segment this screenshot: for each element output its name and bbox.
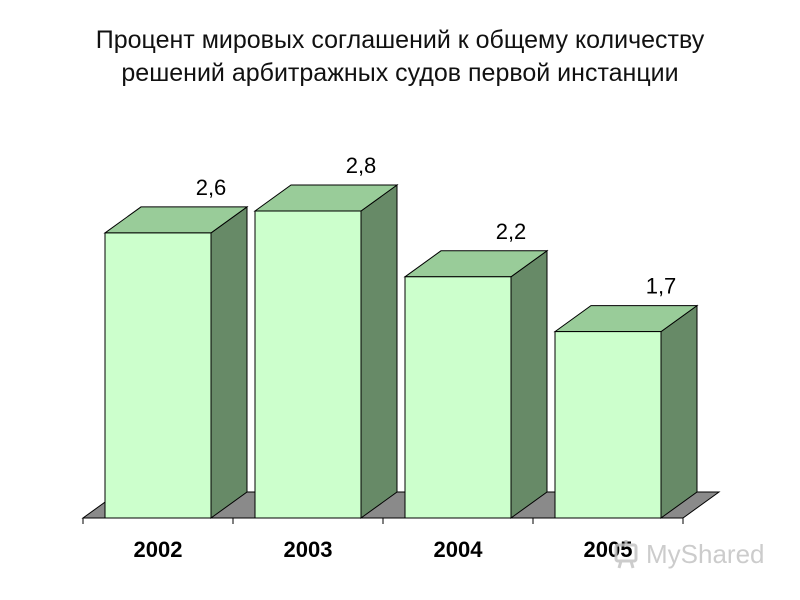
bar-side-2004 — [510, 249, 548, 519]
bar-side-2005 — [660, 304, 698, 519]
watermark: MyShared — [612, 536, 765, 572]
chart-title-line-1: Процент мировых соглашений к общему коли… — [95, 26, 705, 54]
chart-title: Процент мировых соглашений к общему коли… — [0, 24, 800, 90]
data-label-2002: 2,6 — [196, 175, 227, 200]
bar-2005 — [554, 331, 662, 519]
bar-side-2003 — [360, 184, 398, 519]
myshared-logo-icon — [612, 539, 640, 569]
bar-side-2002 — [210, 205, 248, 519]
x-tick-label-2004: 2004 — [434, 537, 484, 562]
watermark-text: MyShared — [646, 538, 765, 569]
data-label-2004: 2,2 — [496, 219, 527, 244]
x-tick-label-2005: 2005 — [584, 537, 633, 562]
data-label-2003: 2,8 — [346, 153, 377, 178]
bar-2003 — [254, 210, 362, 519]
chart-title-line-2: решений арбитражных судов первой инстанц… — [121, 59, 679, 87]
bar-2002 — [104, 232, 212, 519]
x-tick-label-2002: 2002 — [134, 537, 183, 562]
data-label-2005: 1,7 — [646, 274, 677, 299]
bar-2004 — [404, 276, 512, 519]
x-tick-label-2003: 2003 — [284, 537, 333, 562]
